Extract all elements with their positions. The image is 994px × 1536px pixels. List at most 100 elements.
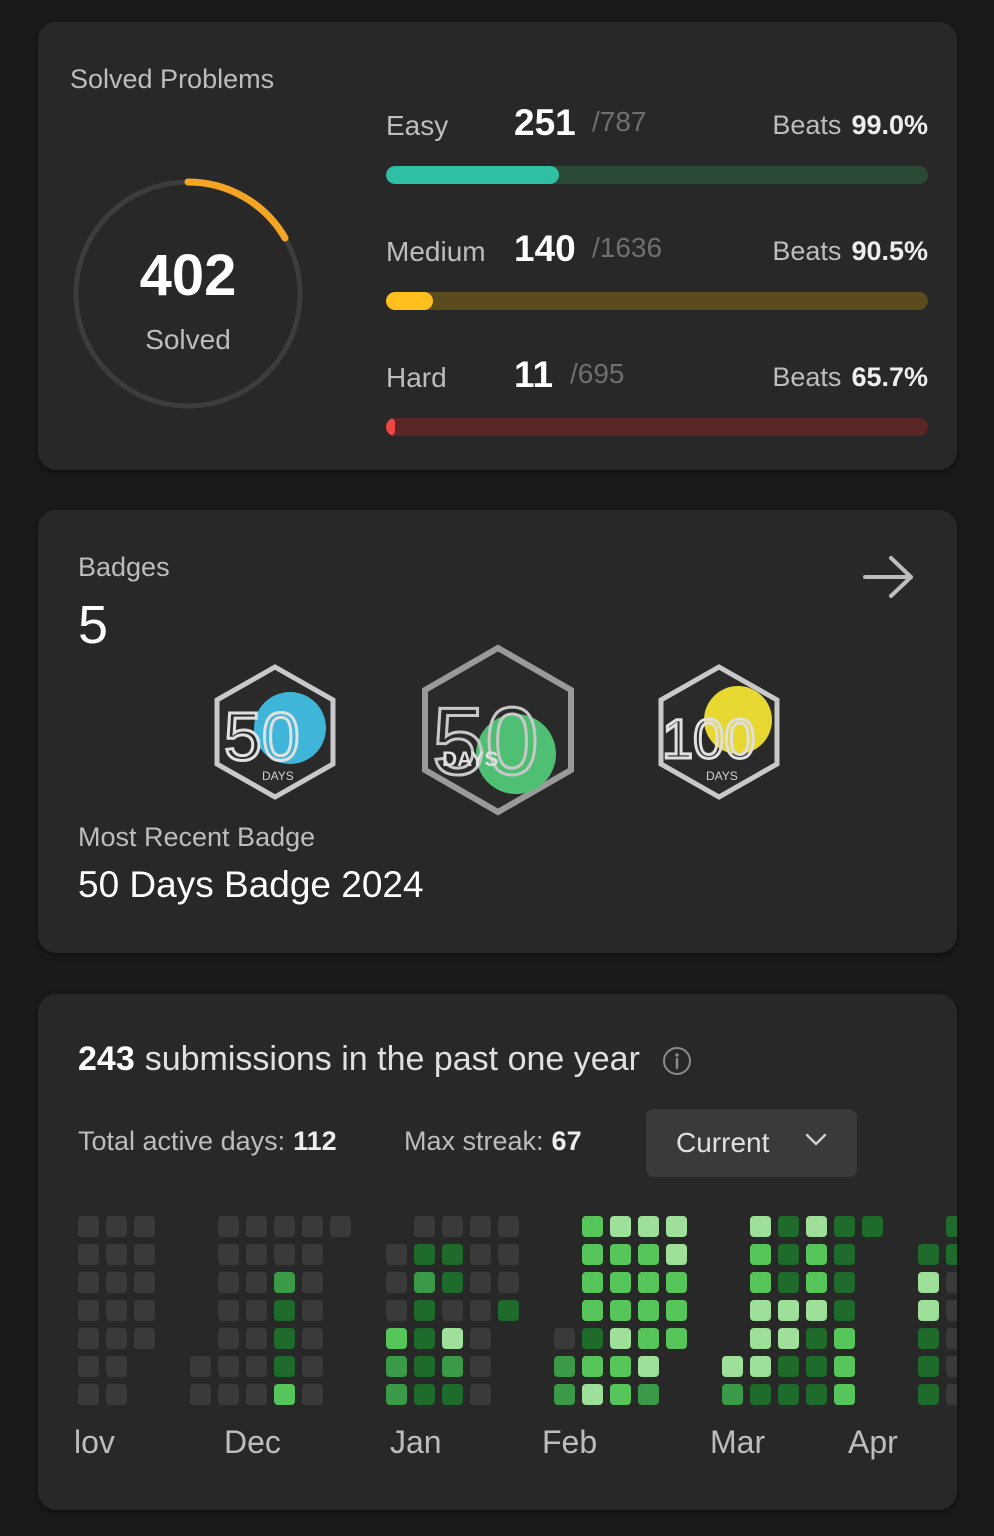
heatmap-cell[interactable] (246, 1244, 267, 1265)
heatmap-cell[interactable] (918, 1244, 939, 1265)
heatmap-cell[interactable] (806, 1300, 827, 1321)
heatmap-cell[interactable] (274, 1216, 295, 1237)
heatmap-cell[interactable] (442, 1300, 463, 1321)
heatmap-cell[interactable] (78, 1300, 99, 1321)
heatmap-cell[interactable] (78, 1384, 99, 1405)
heatmap-cell[interactable] (470, 1356, 491, 1377)
heatmap-cell[interactable] (610, 1356, 631, 1377)
heatmap-cell[interactable] (442, 1216, 463, 1237)
heatmap-cell[interactable] (946, 1216, 957, 1237)
heatmap-cell[interactable] (582, 1356, 603, 1377)
heatmap-cell[interactable] (918, 1384, 939, 1405)
heatmap-cell[interactable] (134, 1300, 155, 1321)
heatmap-cell[interactable] (806, 1356, 827, 1377)
heatmap-cell[interactable] (218, 1328, 239, 1349)
heatmap-cell[interactable] (750, 1328, 771, 1349)
heatmap-cell[interactable] (946, 1328, 957, 1349)
heatmap-cell[interactable] (386, 1328, 407, 1349)
heatmap-cell[interactable] (498, 1272, 519, 1293)
heatmap-cell[interactable] (414, 1272, 435, 1293)
heatmap-cell[interactable] (78, 1244, 99, 1265)
heatmap-cell[interactable] (778, 1244, 799, 1265)
heatmap-cell[interactable] (806, 1384, 827, 1405)
heatmap-cell[interactable] (386, 1300, 407, 1321)
heatmap-cell[interactable] (190, 1356, 211, 1377)
heatmap-cell[interactable] (190, 1384, 211, 1405)
heatmap-cell[interactable] (750, 1244, 771, 1265)
heatmap-cell[interactable] (302, 1356, 323, 1377)
heatmap-cell[interactable] (78, 1216, 99, 1237)
heatmap-cell[interactable] (274, 1356, 295, 1377)
heatmap-cell[interactable] (330, 1216, 351, 1237)
heatmap-cell[interactable] (582, 1328, 603, 1349)
heatmap-cell[interactable] (302, 1328, 323, 1349)
heatmap-cell[interactable] (778, 1216, 799, 1237)
heatmap-cell[interactable] (638, 1244, 659, 1265)
heatmap-cell[interactable] (554, 1328, 575, 1349)
heatmap-cell[interactable] (246, 1300, 267, 1321)
heatmap-cell[interactable] (638, 1272, 659, 1293)
heatmap-cell[interactable] (806, 1328, 827, 1349)
heatmap-cell[interactable] (218, 1384, 239, 1405)
heatmap-cell[interactable] (78, 1356, 99, 1377)
heatmap-cell[interactable] (414, 1244, 435, 1265)
heatmap-cell[interactable] (638, 1216, 659, 1237)
heatmap-cell[interactable] (666, 1216, 687, 1237)
heatmap-cell[interactable] (134, 1272, 155, 1293)
heatmap-cell[interactable] (246, 1328, 267, 1349)
heatmap-cell[interactable] (414, 1328, 435, 1349)
heatmap-cell[interactable] (666, 1272, 687, 1293)
heatmap-cell[interactable] (386, 1272, 407, 1293)
heatmap-cell[interactable] (638, 1356, 659, 1377)
heatmap-cell[interactable] (834, 1356, 855, 1377)
heatmap-cell[interactable] (274, 1272, 295, 1293)
heatmap-cell[interactable] (106, 1216, 127, 1237)
heatmap-cell[interactable] (582, 1384, 603, 1405)
heatmap-cell[interactable] (946, 1244, 957, 1265)
heatmap-cell[interactable] (582, 1272, 603, 1293)
heatmap-cell[interactable] (610, 1384, 631, 1405)
heatmap-cell[interactable] (610, 1216, 631, 1237)
heatmap-cell[interactable] (946, 1272, 957, 1293)
heatmap-cell[interactable] (274, 1244, 295, 1265)
heatmap-cell[interactable] (750, 1272, 771, 1293)
heatmap-cell[interactable] (470, 1216, 491, 1237)
heatmap-cell[interactable] (666, 1328, 687, 1349)
heatmap-cell[interactable] (554, 1384, 575, 1405)
heatmap-cell[interactable] (246, 1356, 267, 1377)
heatmap-cell[interactable] (442, 1244, 463, 1265)
heatmap-cell[interactable] (834, 1272, 855, 1293)
heatmap-cell[interactable] (638, 1300, 659, 1321)
heatmap-cell[interactable] (610, 1300, 631, 1321)
heatmap-cell[interactable] (498, 1300, 519, 1321)
heatmap-cell[interactable] (302, 1244, 323, 1265)
heatmap-cell[interactable] (834, 1244, 855, 1265)
heatmap-cell[interactable] (582, 1216, 603, 1237)
heatmap-cell[interactable] (78, 1272, 99, 1293)
heatmap-cell[interactable] (722, 1356, 743, 1377)
heatmap-cell[interactable] (470, 1300, 491, 1321)
heatmap-cell[interactable] (218, 1244, 239, 1265)
heatmap-cell[interactable] (750, 1300, 771, 1321)
heatmap-cell[interactable] (246, 1384, 267, 1405)
info-icon[interactable] (662, 1046, 692, 1076)
heatmap-cell[interactable] (106, 1356, 127, 1377)
heatmap-cell[interactable] (918, 1328, 939, 1349)
heatmap-cell[interactable] (386, 1356, 407, 1377)
heatmap-cell[interactable] (834, 1216, 855, 1237)
heatmap-cell[interactable] (246, 1216, 267, 1237)
heatmap-cell[interactable] (414, 1300, 435, 1321)
heatmap-cell[interactable] (106, 1328, 127, 1349)
heatmap-cell[interactable] (442, 1272, 463, 1293)
heatmap-cell[interactable] (470, 1328, 491, 1349)
heatmap-cell[interactable] (638, 1384, 659, 1405)
heatmap-cell[interactable] (750, 1356, 771, 1377)
heatmap-cell[interactable] (834, 1300, 855, 1321)
arrow-right-icon[interactable] (863, 554, 915, 600)
heatmap-cell[interactable] (946, 1356, 957, 1377)
heatmap-cell[interactable] (274, 1384, 295, 1405)
heatmap-cell[interactable] (806, 1244, 827, 1265)
heatmap-cell[interactable] (666, 1300, 687, 1321)
heatmap-cell[interactable] (78, 1328, 99, 1349)
heatmap-cell[interactable] (554, 1356, 575, 1377)
